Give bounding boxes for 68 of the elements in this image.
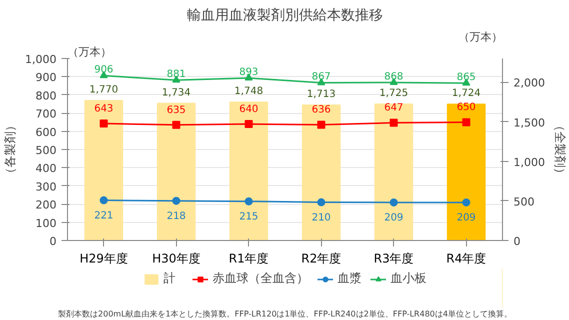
text: （万本） (458, 30, 502, 44)
y-axis-title: （各製剤） (3, 120, 18, 180)
x-tick-label: H30年度 (152, 252, 200, 266)
data-label: 1,748 (234, 86, 264, 98)
data-label: 865 (456, 72, 476, 84)
data-label: 893 (239, 66, 258, 78)
y2-tick-label: 2,000 (514, 76, 545, 90)
x-tick-label: H29年度 (80, 252, 128, 266)
data-label: 1,734 (162, 87, 191, 98)
data-label: 640 (239, 104, 258, 116)
data-label: 1,770 (89, 84, 118, 96)
point (317, 198, 326, 206)
chart-title: 輸血用血液製剤別供給本数推移 (187, 8, 383, 24)
y-tick-label: 600 (36, 126, 57, 139)
point (390, 118, 398, 127)
y-tick-label: 700 (36, 108, 57, 121)
data-label: 650 (456, 102, 476, 114)
y-tick-label: 900 (36, 71, 57, 84)
point (462, 118, 470, 126)
point (244, 120, 253, 128)
data-label: 209 (384, 212, 404, 224)
data-label: 906 (94, 64, 114, 76)
data-label: 1,724 (452, 88, 481, 100)
annotation: （万本） (68, 46, 112, 58)
y2-tick-label: 500 (514, 195, 534, 208)
point (390, 198, 398, 206)
legend-label: 赤血球（全血含） (212, 270, 308, 287)
data-label: 210 (312, 212, 331, 224)
point (100, 196, 108, 204)
x-tick-label: R1年度 (228, 252, 269, 266)
data-label: 1,725 (379, 88, 408, 99)
legend-label: 計 (164, 270, 176, 287)
legend-label: 血小板 (390, 270, 426, 287)
y-tick-label: 0 (50, 235, 56, 248)
data-label: 209 (456, 212, 476, 224)
point (172, 120, 180, 129)
y-tick-label: 1,000 (25, 53, 57, 66)
y-tick-label: 200 (36, 198, 57, 212)
y-tick-label: 100 (36, 216, 57, 230)
data-label: 881 (166, 69, 186, 80)
point (172, 196, 180, 205)
y2-tick-label: 1,500 (514, 116, 545, 130)
data-label: 635 (166, 104, 186, 116)
y-tick-label: 500 (36, 144, 57, 157)
y-tick-label: 400 (36, 162, 57, 176)
y-tick-label: 800 (36, 89, 57, 102)
y2-tick-label: 0 (514, 235, 520, 248)
point (244, 197, 253, 206)
data-label: 647 (384, 102, 404, 114)
data-label: 1,713 (306, 88, 336, 100)
data-label: 867 (312, 72, 331, 83)
point (317, 120, 326, 129)
text: 製剤本数は200mL献血由来を1本とした換算数。FFP-LR120は1単位、FFP-LR240は2単位、FFP-LR480は4単位として換算。 (58, 310, 512, 318)
point (100, 119, 108, 128)
data-label: 215 (239, 211, 258, 222)
x-tick-label: R2年度 (301, 252, 342, 266)
x-tick-label: R3年度 (374, 252, 414, 266)
data-label: 636 (312, 104, 331, 116)
y2-tick-label: 1,000 (514, 156, 545, 169)
data-label: 221 (94, 210, 114, 222)
y2-axis-title: （全製剤） (552, 120, 567, 180)
point (462, 198, 470, 206)
data-label: 643 (94, 103, 114, 114)
legend-label: 血漿 (338, 270, 362, 287)
data-label: 868 (384, 72, 404, 83)
data-label: 218 (166, 210, 186, 222)
x-tick-label: R4年度 (446, 252, 486, 266)
y-tick-label: 300 (36, 180, 57, 194)
